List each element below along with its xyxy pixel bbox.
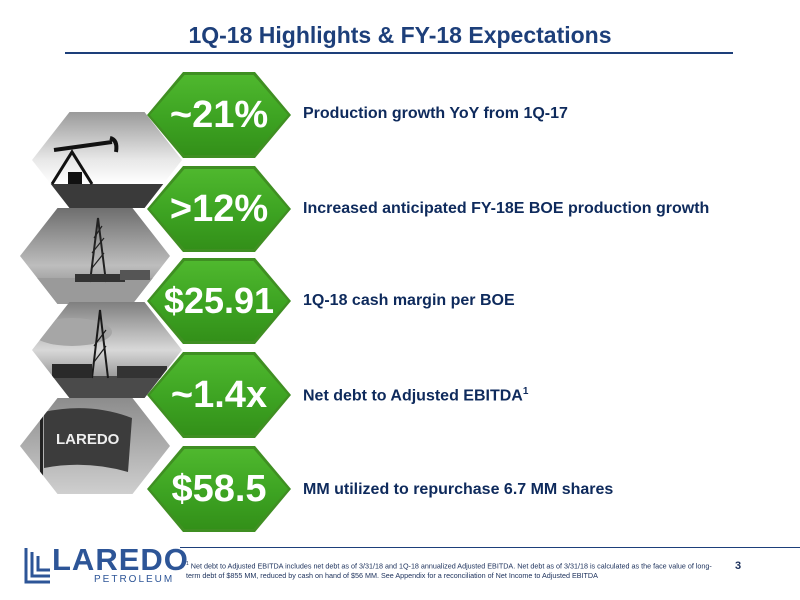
- highlight-description: Increased anticipated FY-18E BOE product…: [303, 200, 710, 217]
- highlight-value: ~21%: [169, 93, 269, 136]
- laredo-flag-photo-icon: LAREDO: [20, 398, 170, 494]
- logo-wordmark: LAREDO: [52, 542, 189, 577]
- laredo-logo: LAREDO PETROLEUM: [22, 542, 188, 592]
- highlight-hex-3: $25.91: [147, 258, 291, 344]
- highlight-description: Net debt to Adjusted EBITDA1: [303, 386, 529, 405]
- footnote-marker: 1: [522, 386, 529, 397]
- highlight-hex-1: ~21%: [147, 72, 291, 158]
- drilling-rig-photo-icon: [20, 208, 170, 304]
- highlight-hex-5: $58.5: [147, 446, 291, 532]
- logo-subtext: PETROLEUM: [94, 574, 175, 585]
- laredo-mark-icon: [24, 548, 50, 584]
- highlight-description: MM utilized to repurchase 6.7 MM shares: [303, 481, 614, 498]
- page-number: 3: [735, 560, 742, 572]
- flag-logo-text: LAREDO: [56, 431, 120, 448]
- highlight-hex-4: ~1.4x: [147, 352, 291, 438]
- footnote-text: Net debt to Adjusted EBITDA includes net…: [186, 561, 712, 581]
- footnote: 1 Net debt to Adjusted EBITDA includes n…: [186, 559, 726, 581]
- footer-divider: [180, 547, 800, 548]
- highlight-value: >12%: [169, 187, 269, 230]
- slide-title: 1Q-18 Highlights & FY-18 Expectations: [188, 22, 612, 48]
- highlight-description: Production growth YoY from 1Q-17: [303, 105, 568, 122]
- highlight-value: $58.5: [171, 467, 267, 510]
- rig-site-photo-icon: [32, 302, 182, 398]
- highlight-description: 1Q-18 cash margin per BOE: [303, 292, 515, 309]
- highlight-value: $25.91: [163, 280, 275, 321]
- title-divider: [65, 52, 733, 54]
- footnote-number: 1: [186, 561, 189, 567]
- highlight-hex-2: >12%: [147, 166, 291, 252]
- highlight-value: ~1.4x: [170, 373, 268, 416]
